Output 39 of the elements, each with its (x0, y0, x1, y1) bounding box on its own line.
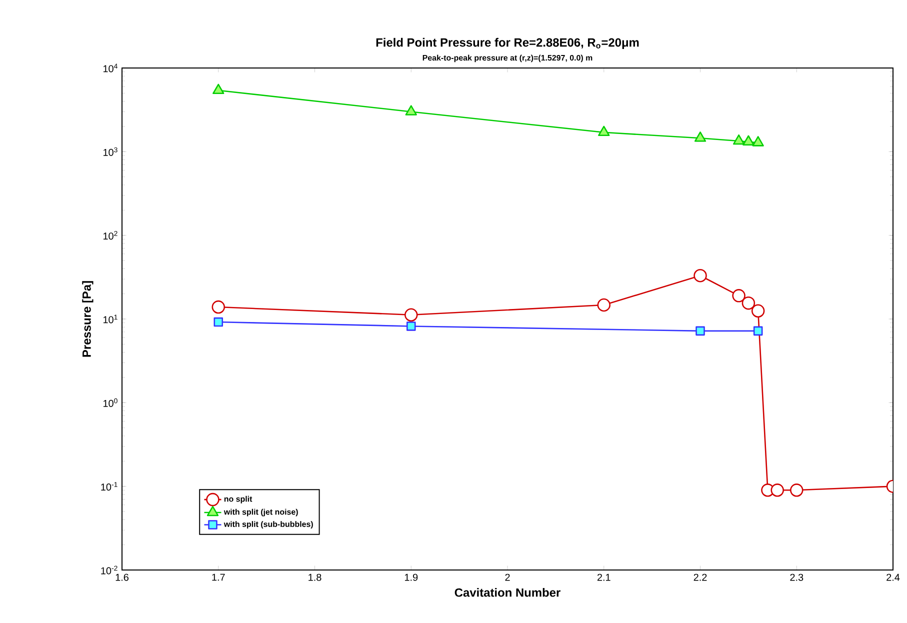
point (753, 326, 763, 336)
point (732, 134, 745, 145)
x-tick-label: 1.9 (404, 574, 418, 581)
x-tick-label: 2 (505, 574, 510, 581)
point (406, 322, 416, 331)
point (694, 132, 706, 142)
x-tick-label: 2.1 (597, 574, 610, 581)
point (732, 289, 746, 302)
chart-title: Field Point Pressure for Re=2.88E06, R$_{o}$=20μm (376, 38, 639, 50)
point (770, 484, 784, 497)
y-tick-label: 10$^{-1}$ (101, 482, 118, 491)
point (212, 300, 226, 314)
point (742, 296, 756, 310)
x-tick-label: 2.4 (886, 574, 900, 581)
point (696, 326, 705, 336)
point (214, 317, 224, 327)
point (597, 298, 611, 312)
x-tick-label: 2.3 (790, 574, 804, 581)
point (790, 484, 804, 497)
y-tick-label: 10$^{3}$ (103, 147, 118, 156)
point (742, 135, 754, 146)
point (694, 268, 707, 282)
y-tick-label: 10$^{2}$ (103, 231, 118, 240)
point (752, 136, 764, 146)
y-tick-label: 10$^{-2}$ (101, 566, 118, 574)
x-tick-label: 1.7 (212, 574, 225, 581)
y-tick-label: 10$^{1}$ (103, 314, 118, 324)
x-tick-label: 1.6 (116, 574, 128, 581)
point (405, 105, 417, 116)
point (212, 84, 224, 94)
x-axis-title: Cavitation Number (454, 588, 560, 597)
y-tick-label: 10$^{0}$ (103, 398, 118, 407)
y-tick-label: 10$^{4}$ (103, 64, 118, 72)
x-tick-label: 1.8 (308, 574, 322, 581)
point (751, 304, 765, 318)
point (404, 308, 418, 322)
point (598, 126, 610, 136)
x-tick-label: 2.2 (694, 574, 707, 581)
y-axis-title: Pressure [Pa] (82, 281, 94, 357)
